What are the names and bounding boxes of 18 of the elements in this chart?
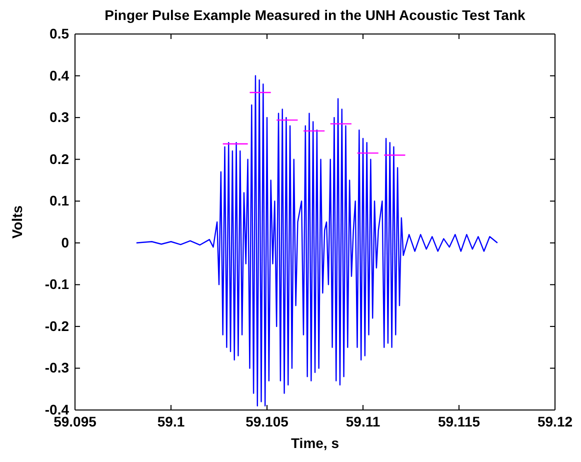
y-tick-label: 0.5 [50,25,70,42]
y-tick-label: 0.1 [50,192,70,209]
y-tick-label: 0.4 [50,67,70,84]
y-tick-label: 0.2 [50,150,70,167]
y-tick-label: -0.2 [44,318,70,334]
line-series [136,75,498,406]
y-tick-label: 0 [61,234,70,250]
x-tick-label: 59.105 [246,414,289,430]
chart-title: Pinger Pulse Example Measured in the UNH Acoustic Test Tank [104,7,526,23]
x-tick-label: 59.11 [346,414,380,430]
y-axis-title: Volts [9,205,25,239]
x-tick-label: 59.1 [157,414,185,430]
y-tick-label: 0.3 [50,109,70,126]
y-tick-label: -0.3 [44,360,70,376]
x-tick-label: 59.115 [438,414,480,430]
x-tick-label: 59.12 [537,414,573,430]
x-axis-title: Time, s [291,435,340,451]
y-tick-label: -0.1 [44,276,70,292]
